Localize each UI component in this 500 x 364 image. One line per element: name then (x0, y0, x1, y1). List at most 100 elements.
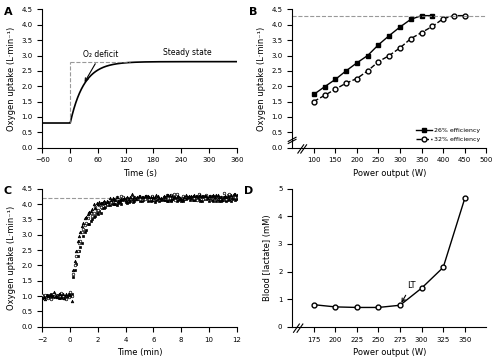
Point (94, 211, 102, 217)
Point (221, 197, 229, 203)
Point (102, 200, 110, 206)
Point (108, 195, 116, 201)
Point (50, 290, 58, 296)
Point (75, 249, 83, 254)
Point (162, 198, 170, 204)
Point (162, 192, 170, 198)
Point (54, 290, 62, 296)
Point (88, 217, 96, 222)
Point (198, 198, 205, 204)
Point (210, 192, 218, 198)
Point (189, 193, 197, 198)
Text: D: D (244, 186, 253, 196)
Point (190, 195, 198, 201)
Point (142, 195, 150, 201)
Point (40, 294, 48, 300)
Point (129, 196, 137, 202)
Point (208, 197, 216, 202)
Point (112, 201, 120, 207)
Point (119, 197, 127, 203)
Point (210, 194, 218, 200)
Point (150, 194, 158, 200)
Point (48, 294, 56, 300)
Point (167, 198, 175, 203)
Point (65, 292, 73, 297)
Point (188, 194, 196, 199)
Point (190, 192, 198, 198)
Point (60, 293, 68, 298)
Point (91, 213, 99, 219)
26% efficiency (343, 69, 349, 73)
Point (139, 197, 147, 203)
Point (78, 223, 86, 229)
Point (85, 210, 93, 216)
Point (170, 196, 178, 202)
Point (172, 197, 179, 203)
Point (44, 295, 52, 301)
Point (98, 201, 106, 207)
Point (194, 194, 202, 200)
Point (102, 202, 110, 207)
Text: C: C (4, 186, 12, 196)
Point (60, 295, 68, 301)
Point (227, 198, 235, 204)
Point (59, 293, 67, 299)
Point (43, 292, 51, 297)
Point (108, 201, 116, 207)
Point (173, 191, 181, 197)
Point (52, 292, 60, 298)
Point (208, 195, 216, 201)
Point (157, 195, 165, 201)
Legend: 26% efficiency, 32% efficiency: 26% efficiency, 32% efficiency (414, 126, 483, 145)
Point (96, 199, 104, 205)
Point (211, 195, 219, 201)
Point (224, 192, 232, 198)
Point (70, 262, 78, 268)
Point (94, 207, 102, 213)
Point (104, 199, 112, 205)
Point (88, 213, 96, 218)
Point (161, 195, 169, 201)
26% efficiency (322, 84, 328, 89)
Point (119, 196, 127, 202)
Point (66, 289, 74, 295)
Point (140, 196, 148, 202)
Point (97, 210, 105, 216)
Point (142, 193, 150, 199)
Point (176, 195, 184, 201)
Point (78, 240, 86, 245)
Point (150, 197, 158, 203)
Point (38, 293, 46, 299)
Point (192, 194, 200, 200)
Point (230, 191, 238, 197)
Point (43, 292, 51, 297)
Point (90, 210, 98, 216)
32% efficiency (451, 13, 457, 18)
Point (180, 196, 188, 202)
Point (56, 292, 64, 297)
Point (154, 193, 162, 199)
Point (164, 198, 172, 204)
Point (114, 198, 122, 204)
X-axis label: Time (min): Time (min) (117, 348, 162, 357)
Point (166, 195, 173, 201)
Point (106, 195, 114, 201)
Point (134, 196, 141, 202)
Point (68, 298, 76, 304)
Point (135, 195, 143, 201)
Point (54, 296, 62, 301)
Point (173, 194, 181, 199)
Point (211, 193, 219, 199)
Point (102, 198, 110, 204)
Point (204, 196, 212, 202)
32% efficiency (462, 13, 468, 18)
Point (216, 194, 224, 200)
Point (220, 195, 228, 201)
Point (182, 197, 190, 202)
Point (151, 194, 159, 200)
Point (124, 196, 132, 202)
Point (156, 198, 164, 204)
Point (70, 267, 78, 273)
Point (91, 204, 99, 210)
Point (200, 195, 208, 201)
